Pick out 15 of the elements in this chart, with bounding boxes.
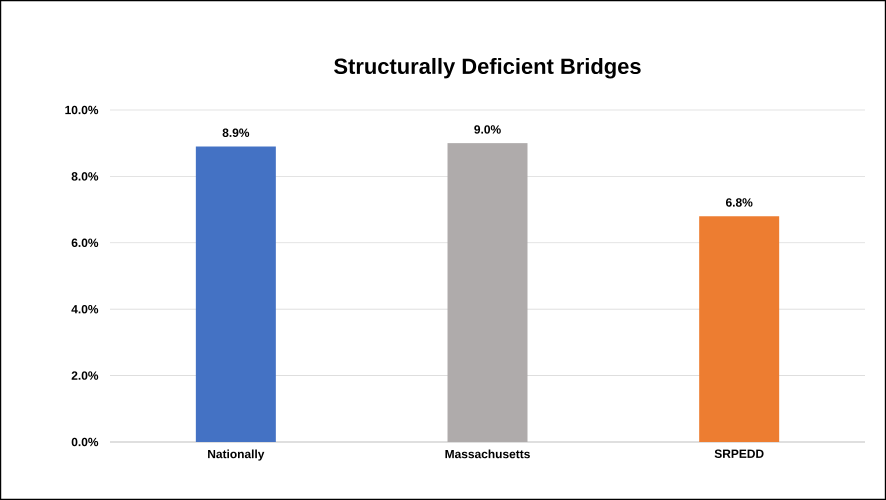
- x-tick-label: Massachusetts: [445, 450, 530, 458]
- x-tick-label: SRPEDD: [714, 450, 764, 458]
- bar: [699, 216, 780, 442]
- data-label: 6.8%: [726, 198, 752, 207]
- y-tick-label: 0.0%: [72, 438, 98, 446]
- y-tick-label: 4.0%: [71, 304, 98, 314]
- chart-title: Structurally Deficient Bridges: [334, 58, 641, 78]
- y-tick-label: 6.0%: [72, 238, 98, 248]
- bar: [196, 146, 276, 442]
- data-label: 9.0%: [474, 125, 501, 134]
- x-tick-label: Nationally: [208, 450, 264, 461]
- y-tick-label: 8.0%: [72, 172, 98, 181]
- y-tick-label: 2.0%: [72, 371, 98, 380]
- data-label: 8.9%: [222, 128, 250, 137]
- y-tick-label: 10.0%: [65, 106, 98, 114]
